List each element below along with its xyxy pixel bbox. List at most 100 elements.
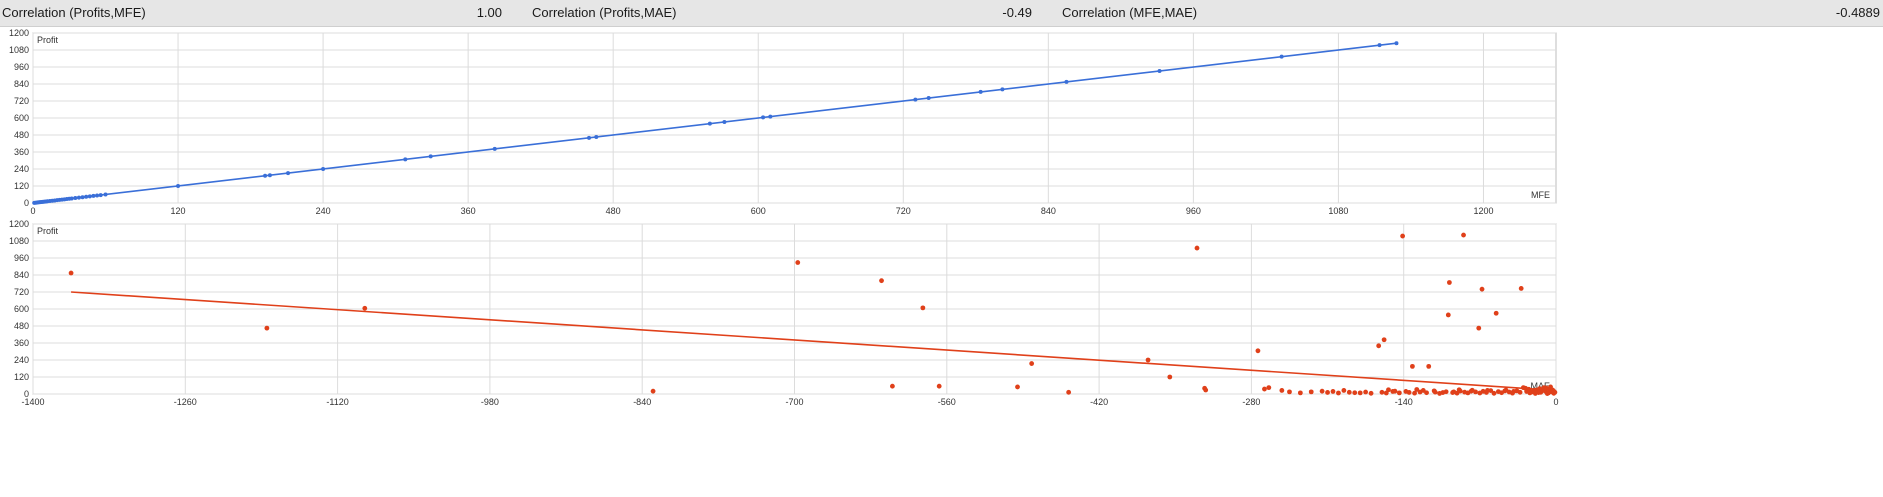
x-tick-label: 960 xyxy=(1186,206,1201,216)
data-point xyxy=(1541,385,1547,391)
data-point xyxy=(1066,389,1072,395)
data-point xyxy=(267,173,272,178)
data-point xyxy=(1450,390,1456,395)
x-tick-label: -560 xyxy=(938,397,956,407)
data-point xyxy=(594,134,599,139)
y-tick-label: 600 xyxy=(14,113,29,123)
data-point xyxy=(920,305,926,311)
y-tick-label: 120 xyxy=(14,372,29,382)
data-point xyxy=(87,194,92,199)
data-point xyxy=(1336,390,1341,396)
y-tick-label: 480 xyxy=(14,321,29,331)
x-tick-label: 1200 xyxy=(1473,206,1493,216)
data-point xyxy=(73,196,78,201)
data-point xyxy=(1376,343,1382,349)
data-point xyxy=(103,192,108,197)
data-point xyxy=(1396,390,1402,396)
data-point xyxy=(176,184,181,188)
data-point xyxy=(80,195,85,200)
x-tick-label: 480 xyxy=(606,206,621,216)
data-point xyxy=(768,114,773,119)
stat-value-mfe-mae: -0.4889 xyxy=(1835,5,1880,20)
data-point xyxy=(1157,68,1162,73)
data-point xyxy=(1520,385,1526,391)
x-tick-label: 120 xyxy=(171,206,186,216)
data-point xyxy=(1287,389,1292,395)
data-point xyxy=(1377,43,1382,48)
stat-label-mfe-mae: Correlation (MFE,MAE) xyxy=(1062,5,1198,20)
y-axis-label: Profit xyxy=(37,226,59,236)
data-point xyxy=(1548,384,1553,390)
x-tick-label: -420 xyxy=(1090,397,1108,407)
data-point xyxy=(1488,388,1494,393)
y-tick-label: 1080 xyxy=(9,45,29,55)
data-point xyxy=(286,171,291,176)
y-tick-label: 360 xyxy=(14,147,29,157)
data-point xyxy=(707,121,712,126)
data-point xyxy=(1431,388,1437,394)
y-tick-label: 720 xyxy=(14,96,29,106)
y-tick-label: 600 xyxy=(14,304,29,314)
data-point xyxy=(1479,286,1485,292)
x-tick-label: -1120 xyxy=(326,397,348,407)
data-point xyxy=(98,193,103,198)
stat-value-profits-mae: -0.49 xyxy=(1002,5,1032,20)
trend-line xyxy=(71,291,1557,392)
x-tick-label: 720 xyxy=(896,206,911,216)
y-tick-label: 840 xyxy=(14,79,29,89)
stat-value-profits-mfe: 1.00 xyxy=(476,5,502,20)
data-point xyxy=(1495,389,1501,394)
x-tick-label: 240 xyxy=(316,206,331,216)
data-point xyxy=(1417,389,1423,395)
x-tick-label: -1260 xyxy=(174,397,197,407)
y-tick-label: 240 xyxy=(14,164,29,174)
x-tick-label: 0 xyxy=(30,206,35,216)
data-point xyxy=(1491,390,1497,396)
y-tick-label: 720 xyxy=(14,287,29,297)
data-point xyxy=(1167,374,1173,380)
data-point xyxy=(978,89,983,94)
data-point xyxy=(795,260,801,265)
y-tick-label: 1080 xyxy=(9,236,29,246)
data-point xyxy=(403,157,408,162)
y-tick-label: 1200 xyxy=(9,29,29,38)
x-tick-label: 360 xyxy=(461,206,476,216)
x-tick-label: -840 xyxy=(633,397,651,407)
data-point xyxy=(1064,79,1069,84)
x-tick-label: -280 xyxy=(1242,397,1260,407)
data-point xyxy=(68,270,74,276)
data-point xyxy=(1203,387,1209,393)
y-tick-label: 240 xyxy=(14,355,29,365)
x-tick-label: -1400 xyxy=(21,397,44,407)
data-point xyxy=(890,383,895,389)
data-point xyxy=(1461,232,1466,238)
data-point xyxy=(1346,389,1352,395)
data-point xyxy=(1446,280,1452,285)
data-point xyxy=(321,167,326,171)
data-point xyxy=(69,196,74,201)
data-point xyxy=(1145,357,1151,363)
data-point xyxy=(1552,389,1558,395)
data-point xyxy=(492,146,497,151)
data-point xyxy=(1194,245,1200,251)
correlation-stats-bar: Correlation (Profits,MFE) 1.00 Correlati… xyxy=(0,0,1883,27)
x-axis-label: MFE xyxy=(1531,190,1550,200)
x-tick-label: 600 xyxy=(751,206,766,216)
data-point xyxy=(428,154,433,159)
data-point xyxy=(1279,54,1284,59)
data-point xyxy=(1443,389,1449,395)
stat-label-profits-mae: Correlation (Profits,MAE) xyxy=(532,5,677,20)
y-tick-label: 0 xyxy=(24,389,29,399)
data-point xyxy=(1319,388,1325,394)
x-tick-label: -980 xyxy=(481,397,499,407)
data-point xyxy=(1363,389,1369,395)
data-point xyxy=(1000,87,1005,92)
data-point xyxy=(91,193,96,198)
data-point xyxy=(1454,390,1460,396)
data-point xyxy=(264,325,270,331)
data-point xyxy=(1352,390,1358,396)
data-point xyxy=(1406,390,1412,395)
data-point xyxy=(1255,348,1261,354)
data-point xyxy=(95,193,100,198)
y-axis-label: Profit xyxy=(37,35,59,45)
